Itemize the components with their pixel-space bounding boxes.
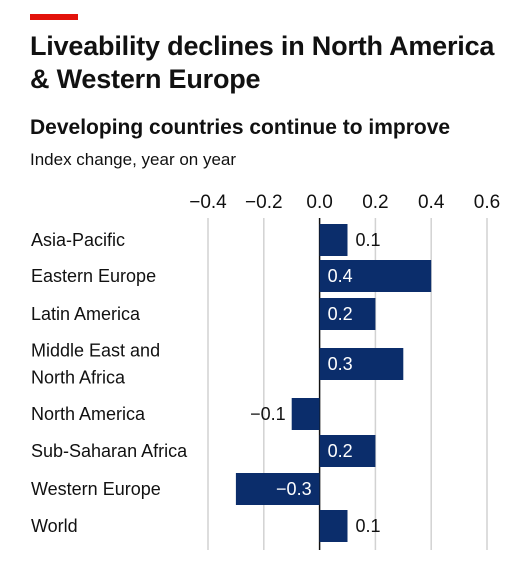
x-tick-label: −0.2	[245, 192, 283, 213]
bar	[319, 260, 432, 292]
category-label: Asia-Pacific	[31, 230, 125, 250]
value-label: −0.3	[276, 479, 312, 499]
value-label: 0.2	[328, 441, 353, 461]
value-label: 0.3	[328, 354, 353, 374]
chart-title: Liveability declines in North America & …	[30, 31, 495, 94]
category-label: Middle East and North Africa	[31, 341, 160, 388]
value-label: −0.1	[250, 404, 286, 424]
value-label: 0.2	[328, 304, 353, 324]
bar	[319, 224, 348, 256]
category-label: Sub-Saharan Africa	[31, 441, 188, 461]
accent-bar	[30, 14, 78, 20]
value-label: 0.4	[328, 266, 353, 286]
x-axis-ticks: −0.4 −0.2 0.0 0.2 0.4 0.6	[189, 192, 500, 213]
category-label: Latin America	[31, 304, 141, 324]
bars	[235, 224, 432, 542]
value-label: 0.1	[356, 230, 381, 250]
bar	[235, 473, 320, 505]
bar	[319, 510, 348, 542]
x-tick-label: −0.4	[189, 192, 227, 213]
x-tick-label: 0.0	[306, 192, 332, 213]
category-label: World	[31, 516, 78, 536]
bar	[319, 348, 404, 380]
bar	[291, 398, 320, 430]
value-label: 0.1	[356, 516, 381, 536]
chart-subtitle: Developing countries continue to improve	[30, 116, 451, 139]
chart-description: Index change, year on year	[30, 150, 237, 169]
x-tick-label: 0.2	[362, 192, 388, 213]
bar	[319, 298, 376, 330]
category-label: North America	[31, 404, 146, 424]
x-tick-label: 0.4	[418, 192, 445, 213]
category-labels: Asia-Pacific Eastern Europe Latin America M…	[31, 230, 188, 536]
bar	[319, 435, 376, 467]
x-tick-label: 0.6	[474, 192, 500, 213]
category-label: Eastern Europe	[31, 266, 156, 286]
category-label: Western Europe	[31, 479, 161, 499]
value-labels: 0.10.40.20.3−0.10.2−0.30.1	[250, 230, 380, 536]
